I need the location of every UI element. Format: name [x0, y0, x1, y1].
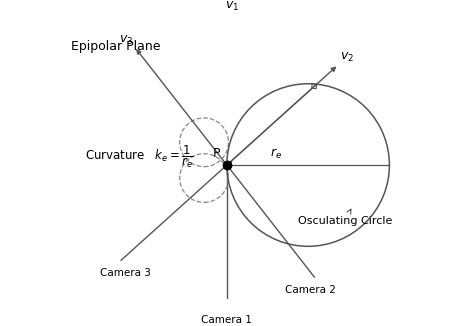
Text: $r_e$: $r_e$ [270, 147, 282, 161]
Text: Epipolar Plane: Epipolar Plane [71, 39, 160, 52]
Text: Camera 3: Camera 3 [100, 268, 151, 278]
Text: Osculating Circle: Osculating Circle [298, 209, 392, 226]
Text: Camera 1: Camera 1 [201, 316, 252, 325]
Text: $v_{3}$: $v_{3}$ [119, 34, 133, 47]
Text: $v_{1}$: $v_{1}$ [226, 0, 239, 13]
Text: $v_{2}$: $v_{2}$ [340, 52, 354, 65]
Text: Curvature   $k_e = \dfrac{1}{r_e}$: Curvature $k_e = \dfrac{1}{r_e}$ [84, 143, 193, 170]
Text: P: P [213, 147, 220, 160]
Text: Camera 2: Camera 2 [285, 285, 336, 295]
